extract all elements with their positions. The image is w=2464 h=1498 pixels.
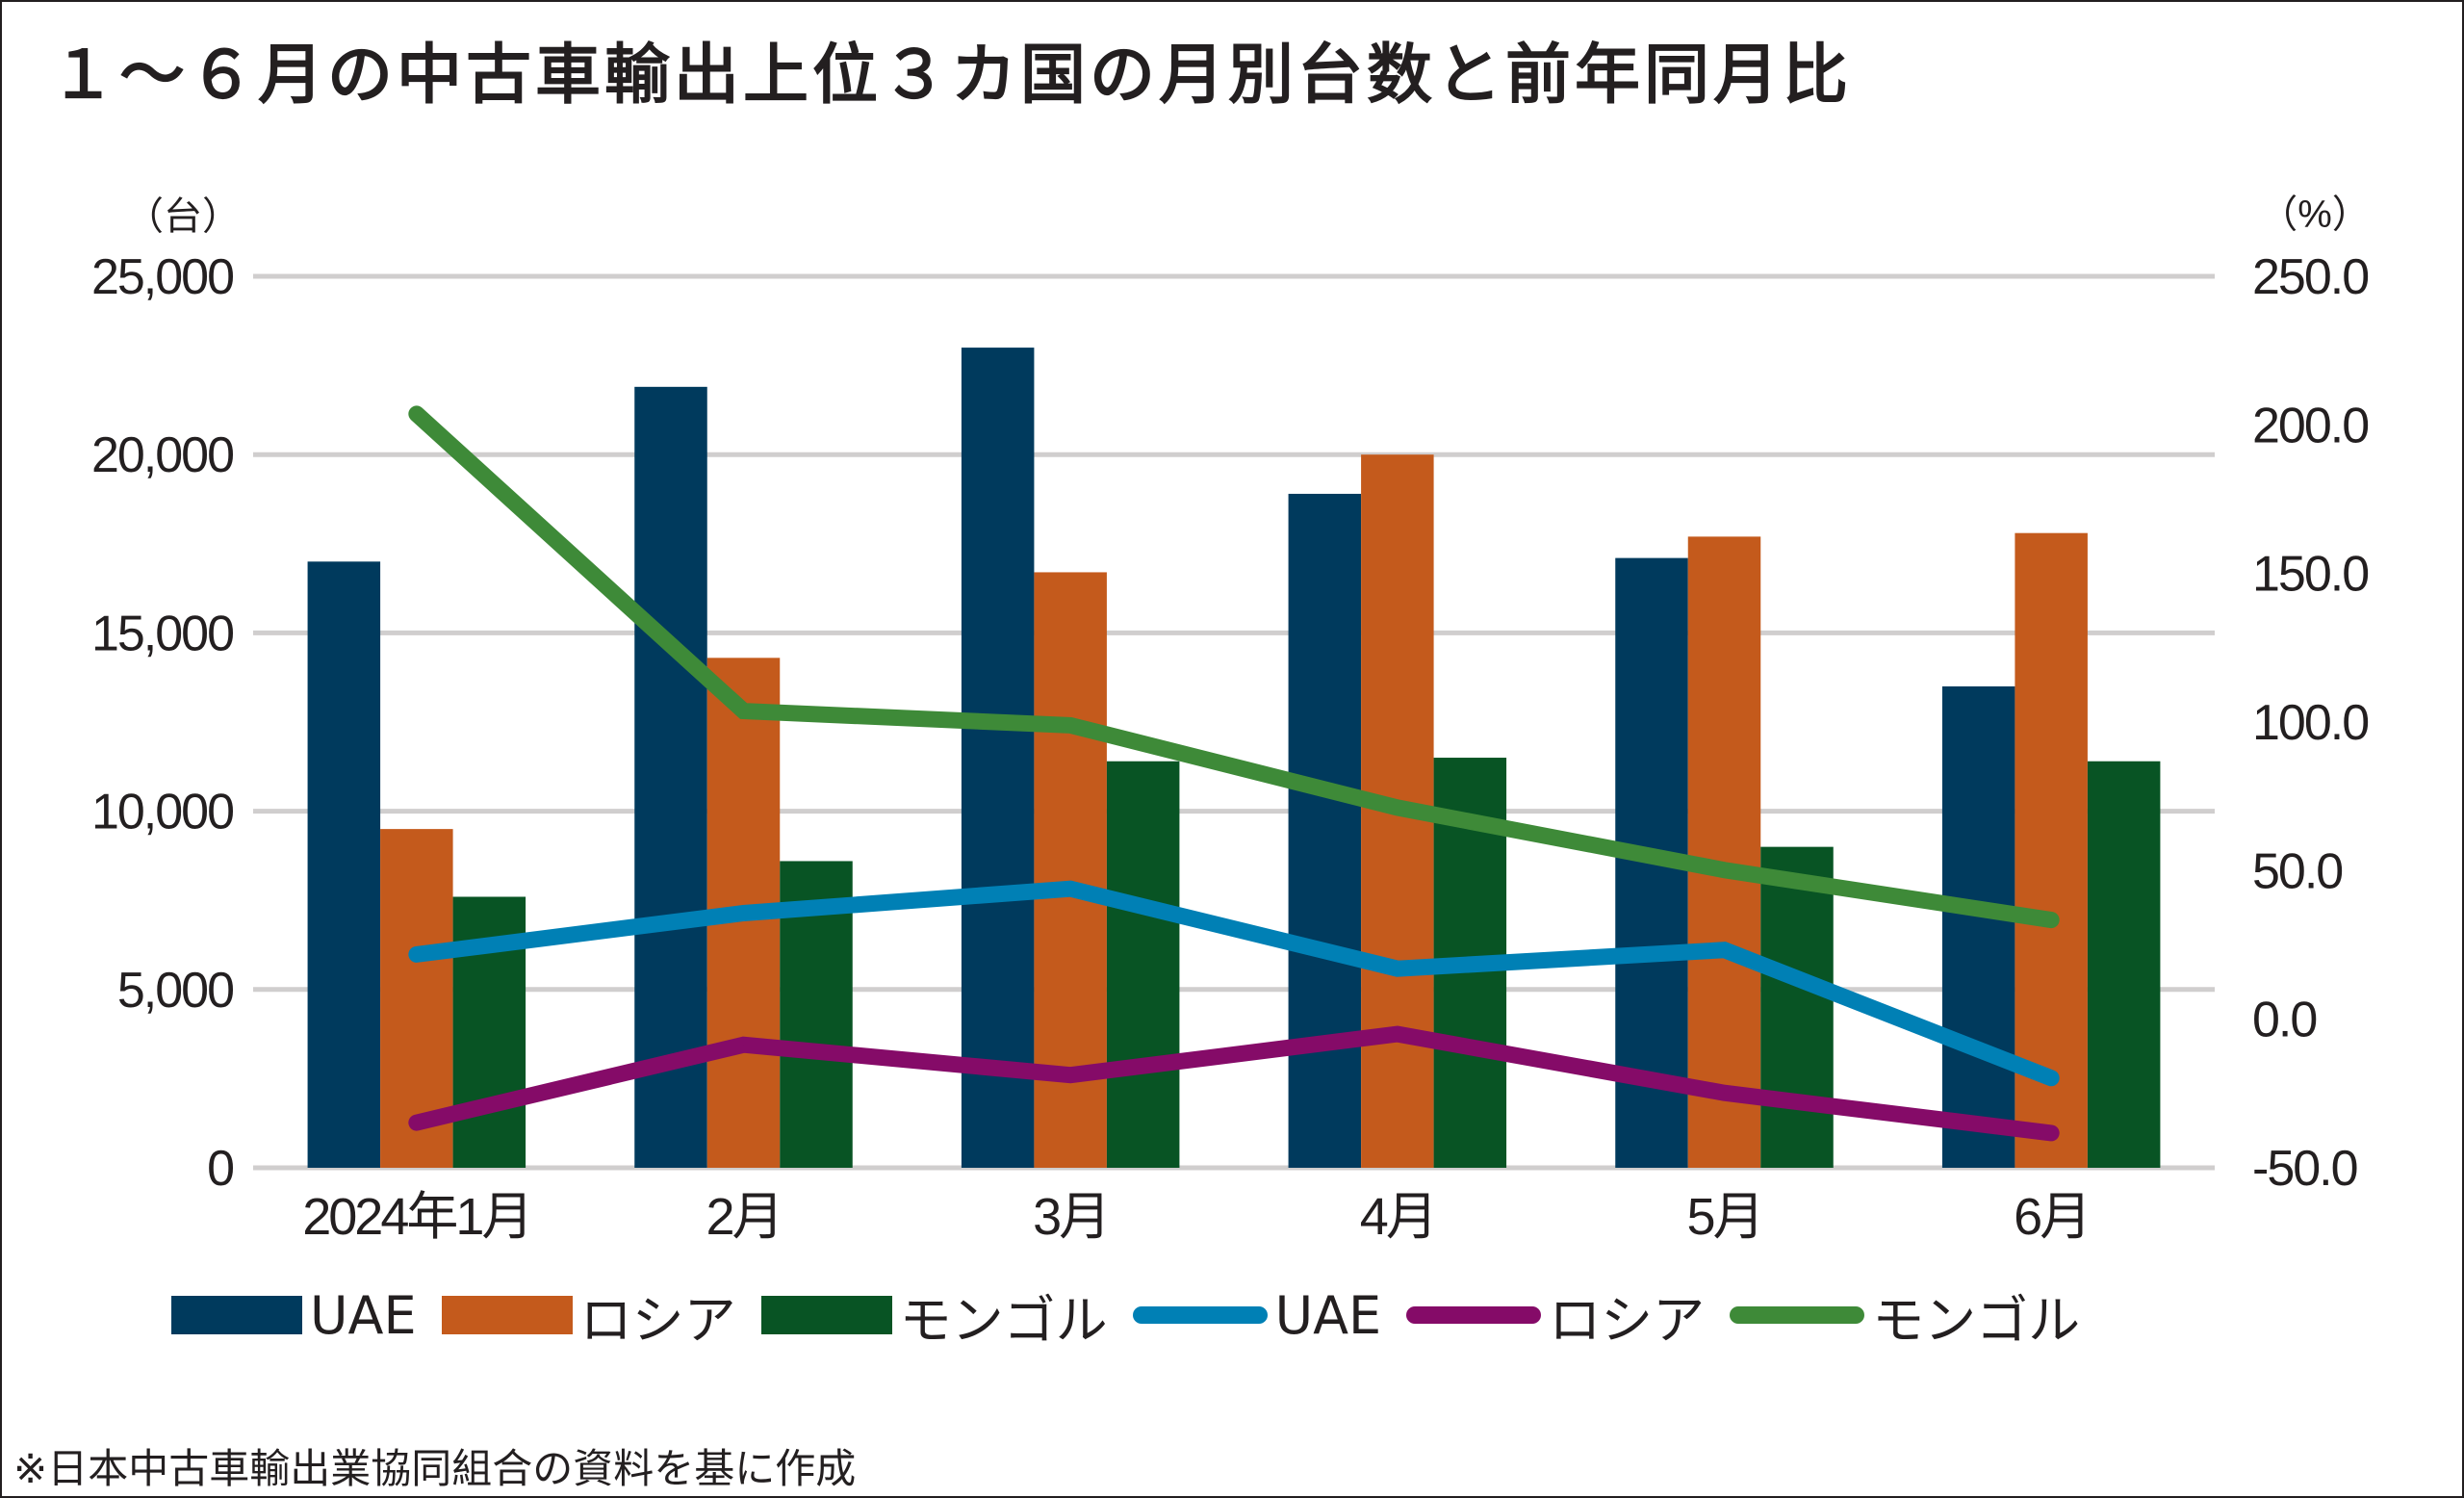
left-tick-label: 10,000	[91, 785, 233, 840]
legend: UAE ロシア モンゴル UAE ロシア モンゴル	[171, 1284, 2105, 1351]
legend-label: UAE	[310, 1284, 417, 1346]
legend-item: UAE	[1132, 1284, 1382, 1346]
left-axis-unit: （台）	[125, 195, 241, 238]
right-tick-label: 50.0	[2252, 843, 2342, 899]
gridlines	[253, 273, 2215, 1171]
right-axis-unit: （%）	[2259, 194, 2371, 236]
legend-bar-swatch	[171, 1296, 302, 1334]
bar-2-2	[1106, 761, 1180, 1168]
x-tick-label: 4月	[1360, 1188, 1435, 1246]
x-tick-label: 3月	[1033, 1188, 1108, 1246]
legend-label: UAE	[1274, 1284, 1382, 1346]
bar-0-0	[307, 561, 381, 1168]
legend-label: ロシア	[579, 1289, 736, 1351]
legend-line-swatch	[1406, 1306, 1542, 1324]
right-tick-label: 0.0	[2252, 993, 2316, 1048]
legend-bar-swatch	[441, 1296, 573, 1334]
left-tick-label: 0	[207, 1141, 233, 1197]
right-tick-label: -50.0	[2252, 1141, 2357, 1197]
legend-bar-swatch	[760, 1296, 892, 1334]
left-tick-label: 25,000	[91, 249, 233, 305]
left-tick-label: 20,000	[91, 427, 233, 483]
bar-1-4	[1687, 536, 1761, 1168]
x-tick-label: 5月	[1686, 1188, 1761, 1246]
legend-item: UAE	[171, 1285, 417, 1346]
bar-0-1	[634, 386, 707, 1169]
line-series-2	[408, 405, 2060, 929]
source-footnote: ※日本中古車輸出業協同組合の資料を基に作成	[13, 1445, 857, 1492]
right-tick-label: 100.0	[2252, 695, 2368, 751]
chart-title: １～６月の中古車輸出上位３カ国の月別台数と前年同月比	[50, 38, 1853, 114]
lines	[408, 405, 2060, 1142]
legend-label: ロシア	[1549, 1289, 1706, 1351]
axes: （台） （%） 0 5,000 10,000 15,000 20,000 25,000 -5…	[91, 194, 2371, 1246]
bar-2-5	[2087, 761, 2161, 1168]
right-tick-label: 200.0	[2252, 398, 2368, 453]
bar-0-2	[961, 348, 1035, 1169]
bar-2-4	[1760, 846, 1834, 1168]
right-tick-label: 250.0	[2252, 249, 2368, 305]
x-tick-label: 2月	[706, 1188, 781, 1246]
legend-line-swatch	[1132, 1306, 1268, 1324]
right-tick-label: 150.0	[2252, 547, 2368, 603]
legend-item: モンゴル	[1730, 1278, 2080, 1354]
x-tick-label: 6月	[2014, 1188, 2089, 1246]
bar-0-3	[1288, 493, 1362, 1168]
line-series-0	[408, 880, 2060, 1087]
legend-item: ロシア	[441, 1278, 736, 1354]
line-series-1	[408, 1025, 2060, 1142]
left-tick-label: 15,000	[91, 606, 233, 661]
x-tick-label: 2024年1月	[302, 1188, 530, 1246]
legend-label: モンゴル	[899, 1289, 1108, 1351]
left-tick-label: 5,000	[117, 963, 233, 1019]
legend-item: ロシア	[1406, 1278, 1705, 1354]
bar-0-5	[1941, 685, 2015, 1168]
legend-item: モンゴル	[760, 1278, 1108, 1354]
legend-label: モンゴル	[1872, 1289, 2081, 1351]
bars	[307, 348, 2161, 1169]
legend-line-swatch	[1730, 1306, 1865, 1324]
